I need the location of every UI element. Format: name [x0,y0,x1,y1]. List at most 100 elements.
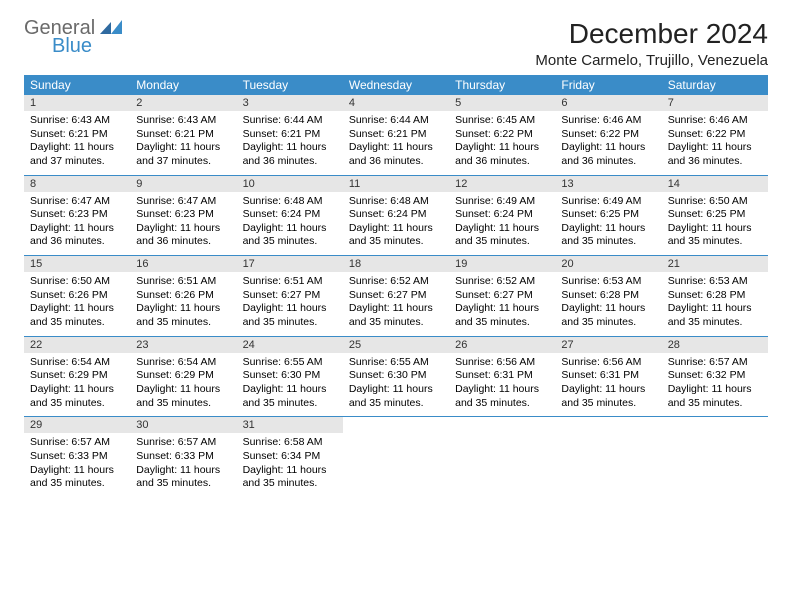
location: Monte Carmelo, Trujillo, Venezuela [535,52,768,69]
calendar-cell: 1Sunrise: 6:43 AMSunset: 6:21 PMDaylight… [24,95,130,175]
day-number: 21 [662,256,768,272]
day-number: 18 [343,256,449,272]
header: General Blue December 2024 Monte Carmelo… [24,18,768,69]
weekday-header: Friday [555,75,661,95]
weekday-header: Monday [130,75,236,95]
day-number: 27 [555,337,661,353]
day-number: 26 [449,337,555,353]
logo: General Blue [24,18,122,56]
calendar-row: 15Sunrise: 6:50 AMSunset: 6:26 PMDayligh… [24,256,768,337]
weekday-header: Tuesday [237,75,343,95]
day-details: Sunrise: 6:56 AMSunset: 6:31 PMDaylight:… [555,353,661,417]
day-number: 31 [237,417,343,433]
day-number: 9 [130,176,236,192]
calendar-row: 22Sunrise: 6:54 AMSunset: 6:29 PMDayligh… [24,336,768,417]
calendar-cell: 18Sunrise: 6:52 AMSunset: 6:27 PMDayligh… [343,256,449,337]
calendar-cell: 23Sunrise: 6:54 AMSunset: 6:29 PMDayligh… [130,336,236,417]
day-details: Sunrise: 6:49 AMSunset: 6:25 PMDaylight:… [555,192,661,256]
calendar-cell: 15Sunrise: 6:50 AMSunset: 6:26 PMDayligh… [24,256,130,337]
day-details: Sunrise: 6:45 AMSunset: 6:22 PMDaylight:… [449,111,555,175]
day-details: Sunrise: 6:55 AMSunset: 6:30 PMDaylight:… [343,353,449,417]
calendar-cell: 20Sunrise: 6:53 AMSunset: 6:28 PMDayligh… [555,256,661,337]
calendar-cell: 8Sunrise: 6:47 AMSunset: 6:23 PMDaylight… [24,175,130,256]
day-number: 25 [343,337,449,353]
day-number: 14 [662,176,768,192]
day-details: Sunrise: 6:43 AMSunset: 6:21 PMDaylight:… [24,111,130,175]
calendar-cell: .. [449,417,555,497]
weekday-header: Wednesday [343,75,449,95]
calendar-cell: 13Sunrise: 6:49 AMSunset: 6:25 PMDayligh… [555,175,661,256]
day-number: 28 [662,337,768,353]
calendar-cell: 14Sunrise: 6:50 AMSunset: 6:25 PMDayligh… [662,175,768,256]
day-details: Sunrise: 6:47 AMSunset: 6:23 PMDaylight:… [24,192,130,256]
calendar-cell: 28Sunrise: 6:57 AMSunset: 6:32 PMDayligh… [662,336,768,417]
day-number: 7 [662,95,768,111]
day-number: 20 [555,256,661,272]
logo-blue: Blue [52,36,122,56]
day-details: Sunrise: 6:48 AMSunset: 6:24 PMDaylight:… [237,192,343,256]
day-number: 17 [237,256,343,272]
weekday-header-row: SundayMondayTuesdayWednesdayThursdayFrid… [24,75,768,95]
day-number: 12 [449,176,555,192]
calendar-cell: 29Sunrise: 6:57 AMSunset: 6:33 PMDayligh… [24,417,130,497]
day-number: 16 [130,256,236,272]
day-number: 8 [24,176,130,192]
day-details: Sunrise: 6:57 AMSunset: 6:33 PMDaylight:… [24,433,130,497]
day-number: 4 [343,95,449,111]
calendar-cell: 5Sunrise: 6:45 AMSunset: 6:22 PMDaylight… [449,95,555,175]
calendar-row: 1Sunrise: 6:43 AMSunset: 6:21 PMDaylight… [24,95,768,175]
day-details: Sunrise: 6:54 AMSunset: 6:29 PMDaylight:… [24,353,130,417]
day-number: 22 [24,337,130,353]
calendar-cell: .. [662,417,768,497]
calendar-cell: 11Sunrise: 6:48 AMSunset: 6:24 PMDayligh… [343,175,449,256]
day-details: Sunrise: 6:46 AMSunset: 6:22 PMDaylight:… [662,111,768,175]
day-details: Sunrise: 6:53 AMSunset: 6:28 PMDaylight:… [555,272,661,336]
calendar-cell: 25Sunrise: 6:55 AMSunset: 6:30 PMDayligh… [343,336,449,417]
calendar-cell: 3Sunrise: 6:44 AMSunset: 6:21 PMDaylight… [237,95,343,175]
calendar-cell: 27Sunrise: 6:56 AMSunset: 6:31 PMDayligh… [555,336,661,417]
day-number: 29 [24,417,130,433]
day-number: 15 [24,256,130,272]
weekday-header: Saturday [662,75,768,95]
day-details: Sunrise: 6:51 AMSunset: 6:27 PMDaylight:… [237,272,343,336]
day-details: Sunrise: 6:44 AMSunset: 6:21 PMDaylight:… [343,111,449,175]
calendar-cell: 26Sunrise: 6:56 AMSunset: 6:31 PMDayligh… [449,336,555,417]
day-details: Sunrise: 6:49 AMSunset: 6:24 PMDaylight:… [449,192,555,256]
day-number: 23 [130,337,236,353]
day-details: Sunrise: 6:44 AMSunset: 6:21 PMDaylight:… [237,111,343,175]
weekday-header: Thursday [449,75,555,95]
calendar-cell: 6Sunrise: 6:46 AMSunset: 6:22 PMDaylight… [555,95,661,175]
calendar-cell: .. [555,417,661,497]
calendar-cell: 10Sunrise: 6:48 AMSunset: 6:24 PMDayligh… [237,175,343,256]
day-number: 6 [555,95,661,111]
calendar-table: SundayMondayTuesdayWednesdayThursdayFrid… [24,75,768,497]
day-details: Sunrise: 6:53 AMSunset: 6:28 PMDaylight:… [662,272,768,336]
day-number: 3 [237,95,343,111]
calendar-cell: 2Sunrise: 6:43 AMSunset: 6:21 PMDaylight… [130,95,236,175]
day-number: 5 [449,95,555,111]
calendar-row: 29Sunrise: 6:57 AMSunset: 6:33 PMDayligh… [24,417,768,497]
day-details: Sunrise: 6:56 AMSunset: 6:31 PMDaylight:… [449,353,555,417]
day-number: 10 [237,176,343,192]
day-details: Sunrise: 6:46 AMSunset: 6:22 PMDaylight:… [555,111,661,175]
calendar-cell: 17Sunrise: 6:51 AMSunset: 6:27 PMDayligh… [237,256,343,337]
day-number: 11 [343,176,449,192]
calendar-body: 1Sunrise: 6:43 AMSunset: 6:21 PMDaylight… [24,95,768,497]
day-number: 13 [555,176,661,192]
weekday-header: Sunday [24,75,130,95]
calendar-row: 8Sunrise: 6:47 AMSunset: 6:23 PMDaylight… [24,175,768,256]
day-details: Sunrise: 6:57 AMSunset: 6:33 PMDaylight:… [130,433,236,497]
day-details: Sunrise: 6:50 AMSunset: 6:26 PMDaylight:… [24,272,130,336]
day-number: 2 [130,95,236,111]
logo-mark-icon [100,20,122,34]
day-details: Sunrise: 6:55 AMSunset: 6:30 PMDaylight:… [237,353,343,417]
day-details: Sunrise: 6:52 AMSunset: 6:27 PMDaylight:… [449,272,555,336]
day-number: 30 [130,417,236,433]
day-details: Sunrise: 6:58 AMSunset: 6:34 PMDaylight:… [237,433,343,497]
day-number: 1 [24,95,130,111]
calendar-cell: 31Sunrise: 6:58 AMSunset: 6:34 PMDayligh… [237,417,343,497]
day-details: Sunrise: 6:50 AMSunset: 6:25 PMDaylight:… [662,192,768,256]
calendar-cell: 12Sunrise: 6:49 AMSunset: 6:24 PMDayligh… [449,175,555,256]
calendar-cell: 22Sunrise: 6:54 AMSunset: 6:29 PMDayligh… [24,336,130,417]
day-details: Sunrise: 6:47 AMSunset: 6:23 PMDaylight:… [130,192,236,256]
